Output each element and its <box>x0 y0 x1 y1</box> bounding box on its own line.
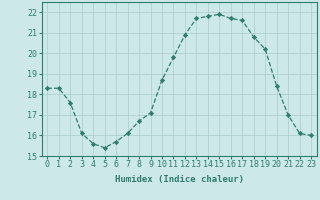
X-axis label: Humidex (Indice chaleur): Humidex (Indice chaleur) <box>115 175 244 184</box>
